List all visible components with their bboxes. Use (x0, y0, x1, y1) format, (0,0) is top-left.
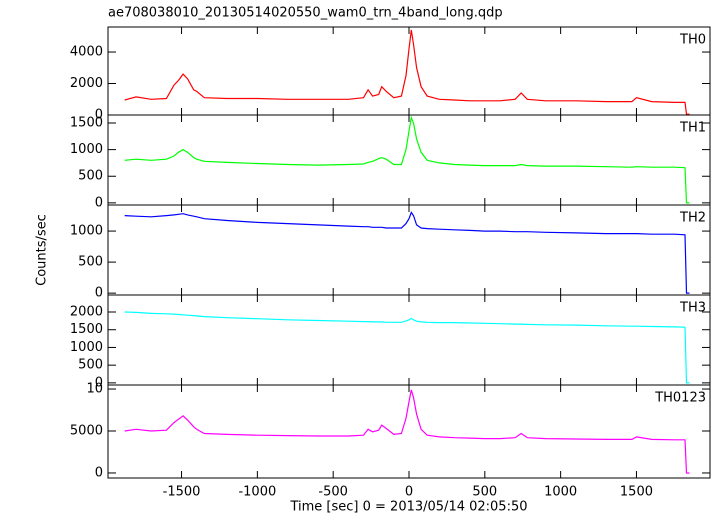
y-tick-label: 2000 (70, 76, 103, 91)
panel-frame (107, 294, 711, 386)
series-label: TH2 (679, 211, 706, 226)
y-tick-label: 500 (78, 169, 103, 184)
y-tick-label: 1500 (70, 115, 103, 130)
chart-title: ae708038010_20130514020550_wam0_trn_4ban… (108, 6, 503, 21)
x-tick-label: 500 (472, 485, 497, 500)
data-line (124, 311, 690, 384)
y-tick-label: 5000 (70, 423, 103, 438)
y-tick-label: 2000 (70, 305, 103, 320)
y-tick-label: 0 (95, 465, 103, 480)
series-label: TH1 (679, 121, 706, 136)
x-tick-label: -1500 (163, 485, 201, 500)
y-tick-label: 1000 (70, 340, 103, 355)
y-tick-label: 500 (78, 358, 103, 373)
y-axis-label: Counts/sec (35, 214, 50, 286)
x-tick-label: -500 (318, 485, 348, 500)
series-label: TH0123 (654, 391, 706, 406)
y-tick-label: 4000 (70, 45, 103, 60)
x-tick-label: 1000 (544, 485, 577, 500)
y-tick-label: 0 (95, 286, 103, 301)
data-line (124, 29, 690, 115)
data-line (124, 211, 690, 294)
y-tick-label: 1000 (70, 224, 103, 239)
y-tick-label: 1000 (70, 142, 103, 157)
x-tick-label: -1000 (238, 485, 276, 500)
data-line (124, 115, 690, 204)
x-axis-label: Time [sec] 0 = 2013/05/14 02:05:50 (289, 500, 527, 515)
y-tick-label: 0 (95, 375, 103, 390)
data-line (124, 389, 690, 474)
x-tick-label: 0 (405, 485, 413, 500)
y-tick-label: 1500 (70, 322, 103, 337)
series-label: TH0 (679, 33, 706, 48)
y-tick-label: 10 (86, 382, 103, 397)
x-tick-label: 1500 (620, 485, 653, 500)
y-tick-label: 0 (95, 108, 103, 123)
series-label: TH3 (679, 301, 706, 316)
y-tick-label: 0 (95, 195, 103, 210)
y-tick-label: 500 (78, 255, 103, 270)
